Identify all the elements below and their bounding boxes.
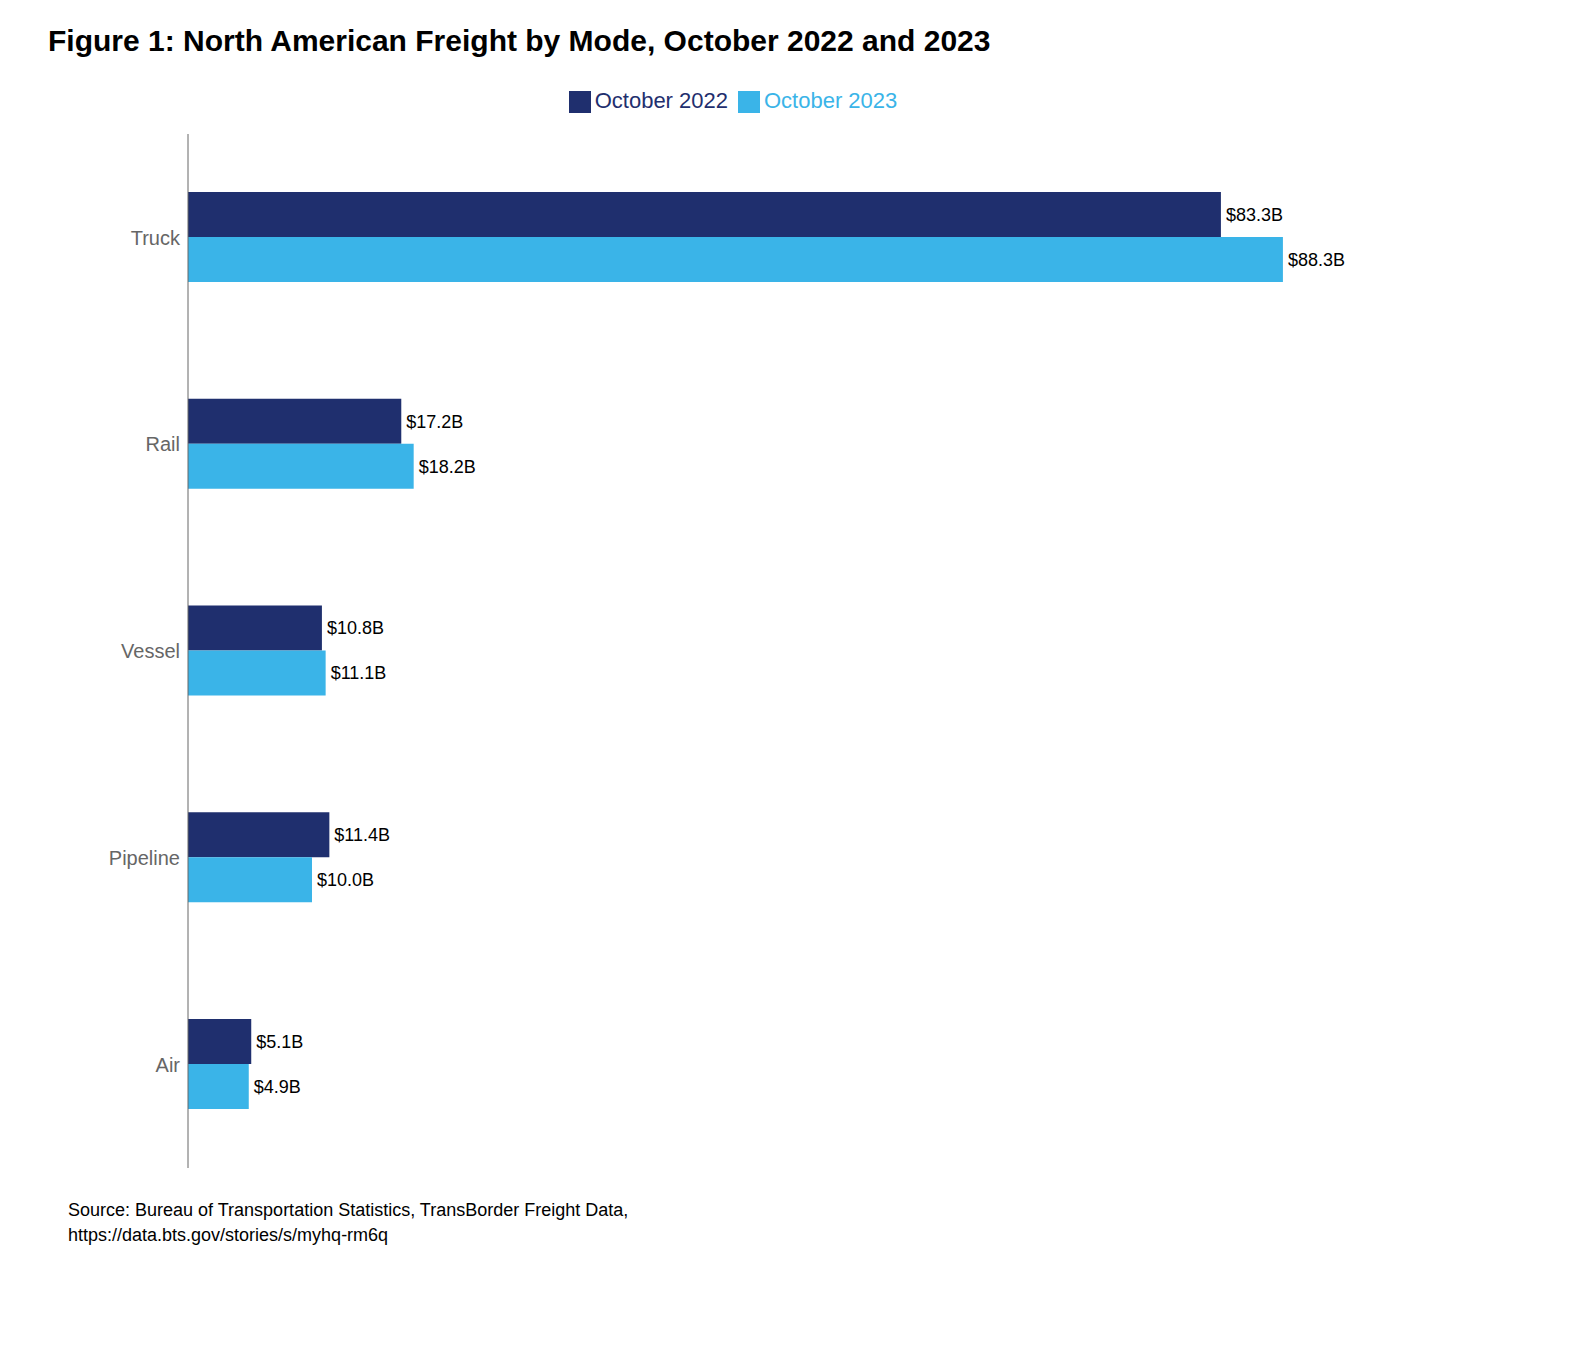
- svg-text:Pipeline: Pipeline: [109, 847, 180, 869]
- svg-text:$11.4B: $11.4B: [334, 825, 390, 845]
- svg-text:$17.2B: $17.2B: [406, 412, 463, 432]
- html-text:October 2022: October 2022: [594, 88, 728, 113]
- svg-text:Air: Air: [156, 1054, 181, 1076]
- svg-text:$18.2B: $18.2B: [419, 457, 476, 477]
- svg-text:$4.9B: $4.9B: [254, 1077, 301, 1097]
- svg-text:$83.3B: $83.3B: [1226, 205, 1283, 225]
- svg-text:$10.8B: $10.8B: [327, 618, 384, 638]
- svg-text:Truck: Truck: [131, 227, 181, 249]
- svg-text:$10.0B: $10.0B: [317, 870, 374, 890]
- html-text:October 2023: October 2023: [764, 88, 898, 113]
- svg-text:$11.1B: $11.1B: [331, 663, 387, 683]
- svg-text:Rail: Rail: [146, 433, 180, 455]
- svg-text:Vessel: Vessel: [121, 640, 180, 662]
- svg-text:$5.1B: $5.1B: [256, 1032, 303, 1052]
- html-text:Source: Bureau of Transportati: Source: Bureau of Transportation Statist…: [68, 1200, 629, 1246]
- html-text:Figure 1: North American Freig: Figure 1: North American Freight by Mode…: [48, 24, 991, 57]
- svg-text:$88.3B: $88.3B: [1288, 250, 1345, 270]
